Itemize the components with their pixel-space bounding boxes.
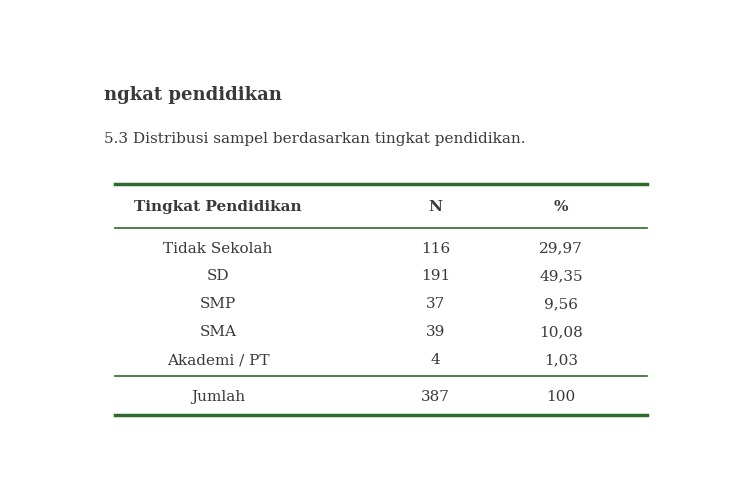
Text: 9,56: 9,56 <box>544 297 579 311</box>
Text: 4: 4 <box>430 353 441 367</box>
Text: SMP: SMP <box>200 297 236 311</box>
Text: 37: 37 <box>426 297 445 311</box>
Text: Tingkat Pendidikan: Tingkat Pendidikan <box>134 199 302 214</box>
Text: 10,08: 10,08 <box>539 325 583 339</box>
Text: 29,97: 29,97 <box>539 242 583 255</box>
Text: 100: 100 <box>547 390 576 404</box>
Text: %: % <box>554 199 568 214</box>
Text: Tidak Sekolah: Tidak Sekolah <box>163 242 273 255</box>
Text: 5.3 Distribusi sampel berdasarkan tingkat pendidikan.: 5.3 Distribusi sampel berdasarkan tingka… <box>103 132 525 146</box>
Text: 387: 387 <box>421 390 450 404</box>
Text: Akademi / PT: Akademi / PT <box>167 353 269 367</box>
Text: 191: 191 <box>421 269 450 283</box>
Text: SD: SD <box>207 269 230 283</box>
Text: ngkat pendidikan: ngkat pendidikan <box>103 86 282 104</box>
Text: 116: 116 <box>421 242 450 255</box>
Text: 39: 39 <box>426 325 445 339</box>
Text: N: N <box>429 199 442 214</box>
Text: 1,03: 1,03 <box>544 353 579 367</box>
Text: 49,35: 49,35 <box>539 269 583 283</box>
Text: Jumlah: Jumlah <box>191 390 245 404</box>
Text: SMA: SMA <box>199 325 237 339</box>
